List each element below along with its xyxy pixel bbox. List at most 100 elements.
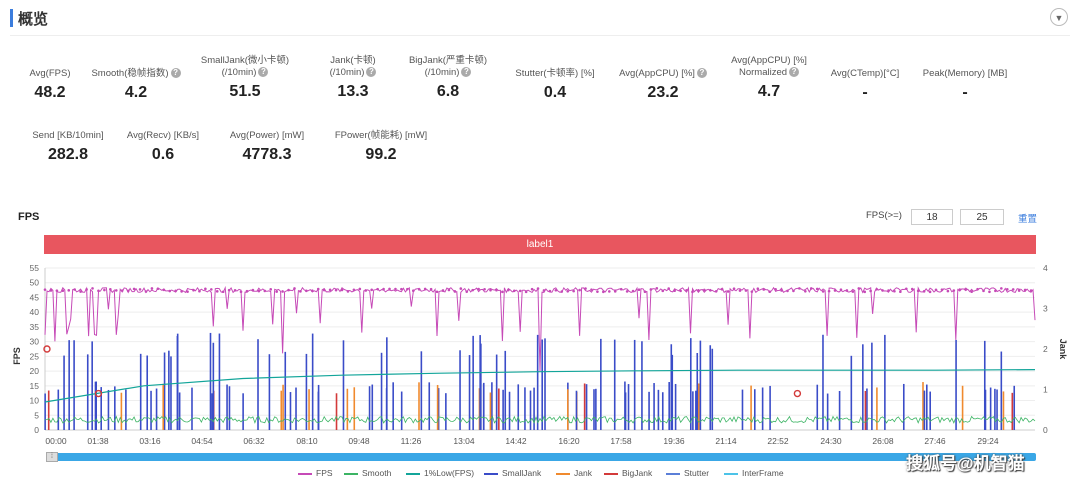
x-tick-label: 09:48 bbox=[348, 436, 370, 446]
metric-avg-ctemp: Avg(CTemp)[°C] - bbox=[810, 68, 920, 102]
fps-point bbox=[566, 289, 570, 293]
fps-point bbox=[322, 288, 326, 292]
metric-value: - bbox=[862, 84, 868, 101]
help-icon[interactable]: ? bbox=[789, 67, 800, 78]
fps-point bbox=[221, 290, 225, 294]
metric-label-unit: (/10min) bbox=[424, 67, 460, 78]
x-tick-label: 22:52 bbox=[767, 436, 789, 446]
help-icon[interactable]: ? bbox=[366, 67, 377, 78]
metric-value: 4778.3 bbox=[242, 146, 292, 163]
metric-label: Avg(Recv) [KB/s] bbox=[126, 130, 200, 141]
legend-label: BigJank bbox=[622, 468, 653, 478]
fps-point bbox=[952, 289, 956, 292]
fps-point bbox=[893, 289, 896, 293]
metric-label: Send [KB/10min] bbox=[32, 130, 104, 141]
fps-point bbox=[120, 289, 124, 292]
metric-label: FPower(帧能耗) [mW] bbox=[334, 130, 428, 141]
fps-point bbox=[970, 290, 973, 293]
fps-point bbox=[382, 287, 385, 291]
x-tick-label: 00:00 bbox=[45, 436, 67, 446]
fps-point bbox=[643, 290, 647, 294]
fps-point bbox=[572, 289, 575, 293]
fps-point bbox=[49, 289, 53, 292]
legend-item-1low[interactable]: 1%Low(FPS) bbox=[406, 468, 474, 478]
bigjank-marker bbox=[793, 389, 802, 398]
fps-point bbox=[204, 287, 207, 291]
y2-tick-label: 1 bbox=[1043, 385, 1048, 395]
header-divider bbox=[10, 35, 1070, 36]
x-tick-label: 17:58 bbox=[610, 436, 632, 446]
fps-point bbox=[346, 290, 350, 293]
fps-point bbox=[269, 288, 273, 291]
fps-point bbox=[738, 289, 742, 292]
metric-label: Avg(AppCPU) [%] bbox=[731, 55, 807, 66]
metric-label: Smooth(稳帧指数) bbox=[91, 68, 169, 79]
legend-swatch bbox=[344, 472, 358, 475]
y-tick-label: 15 bbox=[30, 381, 40, 391]
metric-smooth: Smooth(稳帧指数)? 4.2 bbox=[81, 68, 191, 102]
help-icon[interactable]: ? bbox=[258, 67, 269, 78]
chevron-down-icon[interactable]: ▼ bbox=[1050, 8, 1068, 26]
metric-send: Send [KB/10min] 282.8 bbox=[13, 130, 123, 164]
fps-threshold-low-input[interactable]: 18 bbox=[911, 209, 953, 225]
legend-label: SmallJank bbox=[502, 468, 542, 478]
grip-icon[interactable]: ⁞ bbox=[46, 452, 58, 462]
legend-item-interframe[interactable]: InterFrame bbox=[724, 468, 784, 478]
fps-point bbox=[584, 287, 587, 290]
fps-point bbox=[465, 290, 469, 293]
fps-point bbox=[720, 288, 724, 291]
fps-point bbox=[61, 289, 65, 293]
fps-point bbox=[43, 288, 47, 291]
legend-item-bigjank[interactable]: BigJank bbox=[604, 468, 652, 478]
metric-value: 0.6 bbox=[151, 146, 175, 163]
fps-point bbox=[946, 289, 950, 293]
legend-item-jank[interactable]: Jank bbox=[556, 468, 592, 478]
reset-link[interactable]: 重置 bbox=[1018, 214, 1038, 225]
fps-point bbox=[821, 290, 825, 293]
y-tick-label: 0 bbox=[34, 425, 39, 435]
fps-point bbox=[299, 290, 302, 293]
fps-point bbox=[126, 289, 130, 293]
timeline-scrollbar[interactable]: ⁞ bbox=[46, 452, 1036, 462]
metric-smalljank: SmallJank(微小卡顿) (/10min)? 51.5 bbox=[190, 55, 300, 101]
fps-point bbox=[631, 289, 635, 293]
fps-point bbox=[311, 289, 314, 293]
fps-point bbox=[554, 288, 558, 292]
legend-item-smooth[interactable]: Smooth bbox=[344, 468, 391, 478]
y2-axis-label: Jank bbox=[1058, 339, 1068, 361]
help-icon[interactable]: ? bbox=[696, 68, 707, 79]
x-tick-label: 06:32 bbox=[243, 436, 265, 446]
metric-label-unit: (/10min) bbox=[221, 67, 257, 78]
x-tick-label: 19:36 bbox=[663, 436, 685, 446]
fps-point bbox=[370, 288, 374, 292]
help-icon[interactable]: ? bbox=[170, 68, 181, 79]
fps-point bbox=[756, 287, 760, 291]
fps-point bbox=[899, 290, 902, 294]
y-tick-label: 50 bbox=[30, 278, 40, 288]
help-icon[interactable]: ? bbox=[461, 67, 472, 78]
metric-value: - bbox=[962, 84, 968, 101]
legend-swatch bbox=[604, 472, 618, 475]
fps-point bbox=[328, 288, 332, 292]
x-tick-label: 29:24 bbox=[977, 436, 999, 446]
metric-value: 282.8 bbox=[47, 146, 89, 163]
fps-point bbox=[423, 287, 427, 291]
metric-value: 48.2 bbox=[34, 84, 66, 101]
legend-item-fps[interactable]: FPS bbox=[298, 468, 333, 478]
metric-value: 13.3 bbox=[337, 83, 369, 100]
fps-point bbox=[180, 290, 183, 293]
fps-point bbox=[168, 289, 172, 293]
fps-point bbox=[619, 287, 623, 291]
fps-point bbox=[982, 289, 985, 293]
legend-item-stutter[interactable]: Stutter bbox=[666, 468, 709, 478]
label-bar[interactable]: label1 bbox=[44, 235, 1036, 254]
fps-point bbox=[637, 288, 641, 291]
fps-point bbox=[845, 289, 849, 292]
fps-point bbox=[762, 288, 766, 291]
legend-item-smalljank[interactable]: SmallJank bbox=[484, 468, 541, 478]
fps-point bbox=[210, 288, 213, 291]
fps-point bbox=[815, 287, 819, 291]
metric-value: 51.5 bbox=[229, 83, 261, 100]
fps-point bbox=[162, 288, 166, 292]
fps-threshold-high-input[interactable]: 25 bbox=[960, 209, 1004, 225]
